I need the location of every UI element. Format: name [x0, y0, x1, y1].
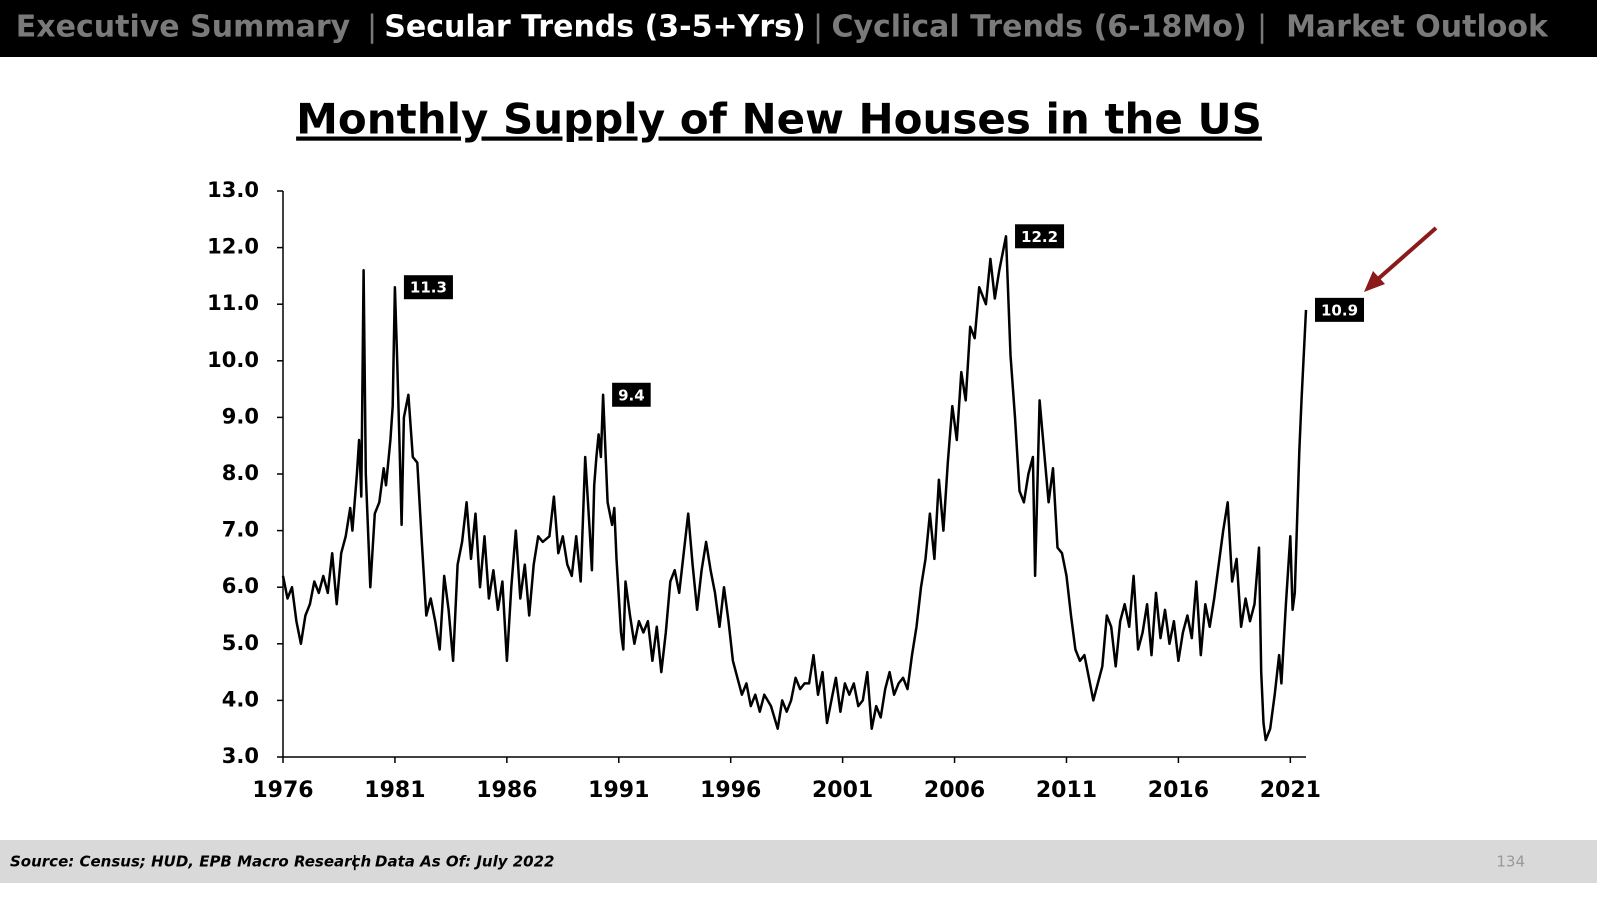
data-as-of: Data As Of: July 2022 — [375, 853, 555, 871]
nav: Executive Summary | Secular Trends (3-5+Yr… — [16, 10, 1549, 45]
annotation-label: 10.9 — [1321, 301, 1358, 319]
arrow-shaft — [1376, 226, 1438, 281]
annotation-label: 11.3 — [410, 279, 447, 297]
annotation-box — [403, 275, 453, 300]
page-number: 134 — [1496, 853, 1525, 871]
y-tick-label: 8.0 — [222, 461, 259, 485]
y-tick-label: 12.0 — [207, 235, 259, 259]
footer-separator: | — [352, 853, 357, 872]
nav-separator: | — [1257, 10, 1267, 45]
nav-tab: Cyclical Trends (6-18Mo) — [831, 10, 1246, 45]
y-tick-label: 3.0 — [222, 744, 259, 768]
arrow — [1364, 226, 1438, 292]
nav-separator: | — [813, 10, 823, 45]
annotation-box — [612, 382, 651, 407]
x-tick-label: 1996 — [700, 778, 761, 803]
footer-bar — [0, 840, 1597, 883]
x-tick-label: 1991 — [588, 778, 649, 803]
x-tick-label: 2011 — [1036, 778, 1097, 803]
annotation-label: 12.2 — [1021, 228, 1058, 246]
nav-separator: | — [367, 10, 377, 45]
data-line — [281, 235, 1308, 742]
annotation-box — [1015, 224, 1065, 249]
x-tick-label: 1976 — [252, 778, 313, 803]
x-tick-label: 2016 — [1148, 778, 1209, 803]
nav-tab: Secular Trends (3-5+Yrs) — [384, 10, 805, 45]
x-tick-label: 1981 — [364, 778, 425, 803]
x-tick-label: 2001 — [812, 778, 873, 803]
y-tick-label: 13.0 — [207, 178, 259, 202]
y-tick-label: 6.0 — [222, 574, 259, 598]
y-tick-label: 10.0 — [207, 348, 259, 372]
y-tick-label: 9.0 — [222, 404, 259, 428]
nav-tab: Market Outlook — [1286, 10, 1549, 45]
annotation-label: 9.4 — [618, 386, 645, 404]
chart-title: Monthly Supply of New Houses in the US — [296, 95, 1262, 144]
x-tick-label: 2006 — [924, 778, 985, 803]
plot: 3.0 4.0 5.0 6.0 7.0 8.0 9.0 10.0 11.0 12.0 13.0 197… — [207, 178, 1365, 803]
y-tick-label: 7.0 — [222, 518, 259, 542]
source: Source: Census; HUD, EPB Macro Research — [10, 853, 371, 871]
x-tick-label: 2021 — [1260, 778, 1321, 803]
nav-tab: Executive Summary — [16, 10, 351, 45]
arrow-head — [1364, 271, 1385, 292]
x-tick-label: 1986 — [476, 778, 537, 803]
y-tick-label: 5.0 — [222, 631, 259, 655]
nav-bar — [0, 0, 1597, 57]
y-tick-label: 11.0 — [207, 291, 259, 315]
y-tick-label: 4.0 — [222, 687, 259, 711]
annotation-box — [1315, 297, 1365, 322]
